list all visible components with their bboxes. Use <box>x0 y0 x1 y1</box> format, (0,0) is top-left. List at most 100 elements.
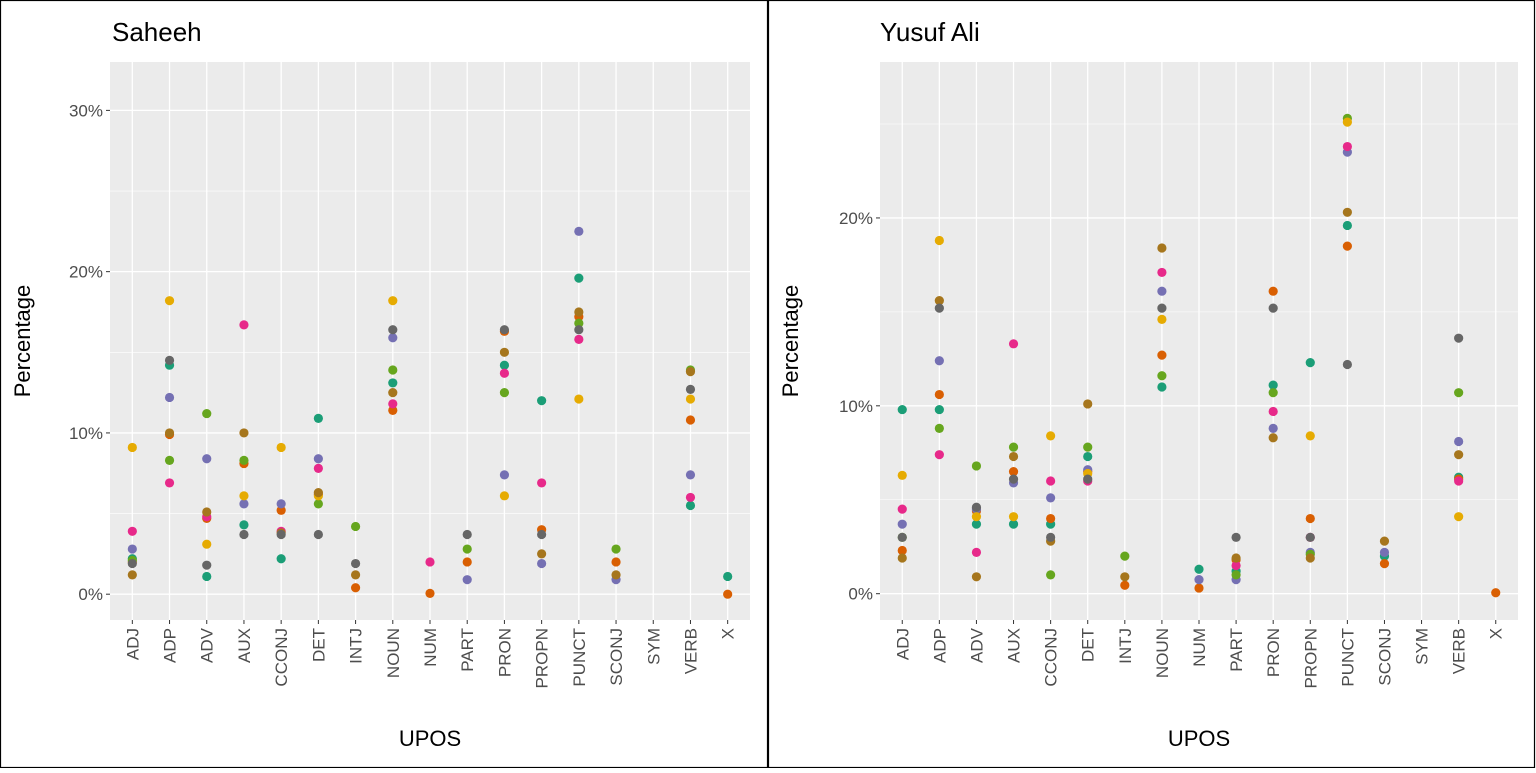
data-point <box>388 296 398 306</box>
data-point <box>239 428 249 438</box>
data-point <box>1083 474 1093 484</box>
data-point <box>537 529 547 540</box>
y-tick-label: 20% <box>839 209 873 228</box>
x-tick-label: AUX <box>235 628 254 663</box>
data-point <box>1008 474 1019 484</box>
data-point <box>1157 314 1167 324</box>
data-point <box>164 455 175 465</box>
x-tick-label: PROPN <box>1301 628 1320 688</box>
data-point <box>462 544 472 554</box>
data-point <box>388 388 398 398</box>
data-point <box>897 404 907 415</box>
x-tick-label: DET <box>309 628 328 662</box>
x-tick-label: X <box>1487 628 1506 639</box>
data-point <box>685 415 696 425</box>
x-tick-label: DET <box>1079 628 1098 662</box>
x-tick-label: NUM <box>421 628 440 667</box>
data-point <box>1194 564 1204 574</box>
data-point <box>971 547 982 557</box>
data-point <box>1454 476 1464 486</box>
data-point <box>276 442 286 453</box>
data-point <box>897 553 907 563</box>
data-point <box>971 502 982 512</box>
data-point <box>971 461 982 471</box>
y-tick-label: 10% <box>69 424 103 443</box>
data-point <box>971 572 982 582</box>
data-point <box>388 325 398 335</box>
data-point <box>1342 117 1352 127</box>
data-point <box>1008 466 1019 477</box>
data-point <box>1157 286 1167 296</box>
data-point <box>574 307 584 317</box>
data-point <box>685 394 696 404</box>
data-point <box>1305 553 1315 563</box>
data-point <box>202 507 212 517</box>
panel-saheeh: 0% 10% 20% 30% ADJ ADP ADV AUX CCONJ DET INTJ NOUN N… <box>10 17 750 751</box>
data-point <box>1268 380 1278 390</box>
data-point <box>276 554 286 564</box>
data-point <box>276 529 286 540</box>
data-point <box>164 355 175 365</box>
data-point <box>313 413 323 424</box>
data-point <box>1083 451 1093 462</box>
data-point <box>1157 371 1167 381</box>
data-point <box>537 396 547 406</box>
x-tick-label: NOUN <box>1153 628 1172 678</box>
data-point <box>685 500 696 511</box>
data-point <box>574 325 584 335</box>
data-point <box>1268 303 1278 313</box>
x-tick-label: ADJ <box>123 628 142 660</box>
data-point <box>1194 583 1204 593</box>
data-point <box>1120 572 1130 582</box>
data-point <box>164 392 175 403</box>
data-point <box>239 455 249 465</box>
x-tick-label: ADP <box>930 628 949 663</box>
data-point <box>1008 442 1019 452</box>
x-tick-label: ADV <box>198 627 217 663</box>
data-point <box>350 583 361 593</box>
data-point <box>164 428 175 438</box>
x-tick-label: VERB <box>681 628 700 674</box>
data-point <box>313 463 323 474</box>
data-point <box>1305 358 1315 368</box>
data-point <box>388 405 398 415</box>
x-tick-label: PRON <box>1264 628 1283 677</box>
data-point <box>425 588 435 598</box>
panel-title: Yusuf Ali <box>880 17 980 47</box>
data-point <box>350 570 361 580</box>
data-point <box>202 560 212 570</box>
data-point <box>1157 303 1167 313</box>
data-point <box>276 499 286 509</box>
data-point <box>723 589 733 599</box>
data-point <box>127 558 137 569</box>
data-point <box>934 356 944 366</box>
x-tick-label: SCONJ <box>1375 628 1394 686</box>
data-point <box>1268 286 1278 296</box>
panel-title: Saheeh <box>112 17 202 47</box>
data-point <box>1120 551 1130 561</box>
x-tick-label: CCONJ <box>1042 628 1061 687</box>
x-tick-label: ADV <box>967 627 986 663</box>
data-point <box>611 570 621 580</box>
data-point <box>1157 267 1167 278</box>
data-point <box>462 575 472 585</box>
data-point <box>537 558 547 569</box>
y-tick-label: 30% <box>69 101 103 120</box>
data-point <box>611 557 621 567</box>
data-point <box>127 570 137 580</box>
data-point <box>1342 141 1352 152</box>
y-tick-label: 0% <box>848 585 873 604</box>
x-tick-label: PUNCT <box>570 628 589 687</box>
data-point <box>1046 476 1056 486</box>
data-point <box>934 235 944 246</box>
data-point <box>1194 575 1204 585</box>
data-point <box>897 545 907 556</box>
data-point <box>1083 399 1093 409</box>
y-tick-label: 0% <box>78 585 103 604</box>
data-point <box>1342 359 1352 370</box>
data-point <box>574 394 584 404</box>
data-point <box>462 557 472 567</box>
data-point <box>1157 350 1167 360</box>
y-axis-title: Percentage <box>10 285 35 398</box>
